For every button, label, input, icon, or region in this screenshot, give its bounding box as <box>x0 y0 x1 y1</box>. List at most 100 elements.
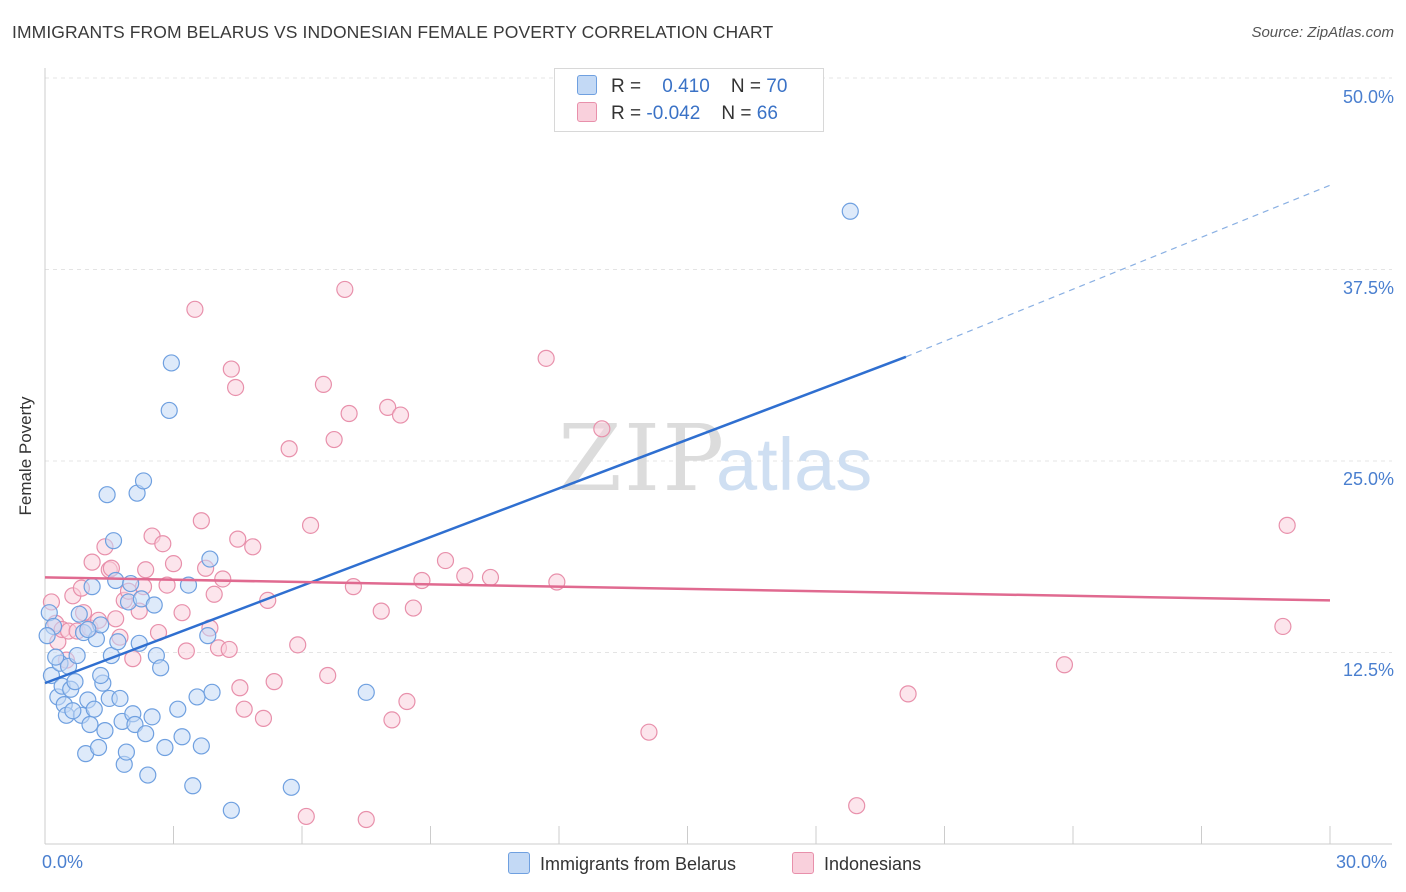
data-point <box>537 349 555 367</box>
data-point <box>205 585 223 603</box>
data-point <box>593 420 611 438</box>
data-point <box>235 700 253 718</box>
data-point <box>64 702 82 720</box>
data-point <box>98 486 116 504</box>
legend-swatch-blue <box>577 75 597 95</box>
data-point <box>139 766 157 784</box>
data-point <box>162 354 180 372</box>
legend-r-label: R = <box>611 76 642 97</box>
data-point <box>96 722 114 740</box>
data-point <box>383 711 401 729</box>
data-point <box>319 666 337 685</box>
data-point <box>109 633 127 651</box>
data-point <box>143 708 161 726</box>
series-name: Indonesians <box>824 854 922 874</box>
data-point <box>145 596 163 614</box>
data-point <box>154 535 172 553</box>
data-point <box>436 551 455 570</box>
y-tick-label: 25.0% <box>1342 469 1394 489</box>
data-point <box>89 738 108 757</box>
data-point <box>344 578 362 596</box>
watermark-zip: ZIP <box>558 405 726 512</box>
trend-line-belarus-extension <box>905 184 1331 358</box>
data-point <box>301 516 320 534</box>
data-point <box>137 561 155 579</box>
data-point <box>297 807 315 826</box>
legend-r-value: -0.042 <box>646 103 701 124</box>
data-point <box>379 398 397 416</box>
data-point <box>203 683 221 701</box>
data-point <box>111 689 129 708</box>
data-point <box>47 648 65 666</box>
data-point <box>1278 516 1296 534</box>
data-point <box>227 378 245 397</box>
data-point <box>289 636 307 654</box>
data-point <box>66 673 84 691</box>
data-point <box>1055 656 1074 674</box>
data-point <box>841 202 859 220</box>
source-label: Source: ZipAtlas.com <box>1251 24 1394 41</box>
y-tick-label: 37.5% <box>1342 278 1394 298</box>
data-point <box>372 602 390 620</box>
data-point <box>169 700 187 718</box>
data-point <box>201 550 219 568</box>
data-point <box>413 571 431 590</box>
data-point <box>231 679 249 697</box>
data-point <box>222 801 240 819</box>
data-point <box>899 685 917 703</box>
data-point <box>107 571 125 590</box>
legend-row-indonesians: R = -0.042 N = 66 <box>577 102 778 126</box>
data-point <box>280 440 298 458</box>
data-point <box>229 530 247 548</box>
legend-swatch-blue <box>508 852 530 874</box>
data-point <box>173 728 191 746</box>
data-point <box>134 472 153 490</box>
data-point <box>1274 617 1292 636</box>
data-point <box>254 709 273 727</box>
data-point <box>244 538 262 556</box>
data-point <box>70 605 88 623</box>
data-point <box>391 406 410 424</box>
data-point <box>640 723 658 741</box>
data-point <box>481 568 500 587</box>
series-belarus <box>38 202 859 819</box>
x-tick-label: 30.0% <box>1336 852 1388 872</box>
trend-line-indonesians <box>44 576 1331 602</box>
data-point <box>340 404 358 423</box>
axes <box>44 68 1392 845</box>
legend-n-value: 70 <box>766 76 788 97</box>
series-name: Immigrants from Belarus <box>540 854 737 874</box>
data-point <box>158 576 176 594</box>
data-point <box>83 553 101 571</box>
data-point <box>164 555 183 573</box>
legend-swatch-pink <box>792 852 814 874</box>
data-point <box>137 725 155 743</box>
data-point <box>314 375 333 393</box>
legend-n-label: N = <box>730 76 762 97</box>
data-point <box>404 599 422 617</box>
chart-title: IMMIGRANTS FROM BELARUS VS INDONESIAN FE… <box>12 22 774 42</box>
series-indonesians <box>42 280 1296 829</box>
y-tick-label: 50.0% <box>1342 87 1394 107</box>
data-point <box>188 688 206 706</box>
data-point <box>92 666 110 685</box>
data-point <box>152 659 170 677</box>
data-point <box>222 360 240 378</box>
data-point <box>398 692 416 711</box>
data-point <box>265 673 283 691</box>
legend-r-label: R = <box>611 103 642 124</box>
data-point <box>325 430 343 449</box>
data-point <box>336 280 354 299</box>
data-point <box>107 610 125 628</box>
data-point <box>199 627 217 645</box>
data-point <box>192 512 210 530</box>
data-point <box>173 604 191 622</box>
data-point <box>156 738 174 757</box>
trend-lines <box>44 184 1331 685</box>
data-point <box>192 737 210 755</box>
data-point <box>117 743 135 761</box>
y-axis-label: Female Poverty <box>16 396 35 516</box>
correlation-legend: R = 0.410 N = 70 R = -0.042 N = 66 <box>554 68 824 132</box>
data-point <box>186 300 204 318</box>
